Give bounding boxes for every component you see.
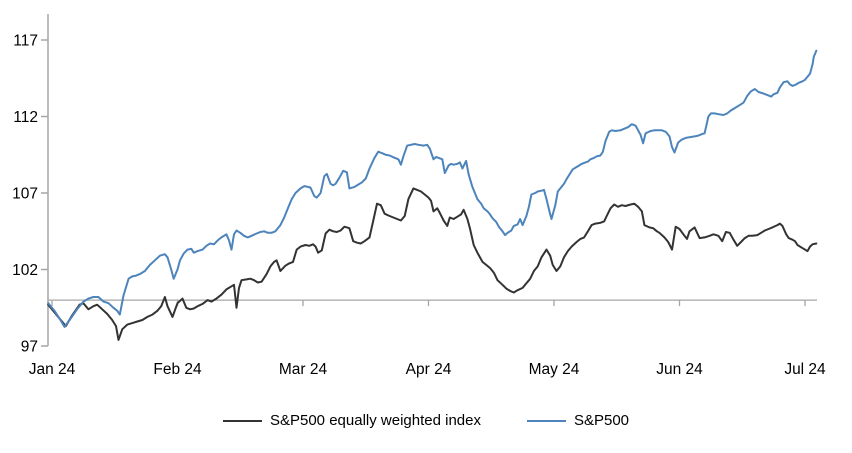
y-tick-label-117: 117 <box>13 33 38 50</box>
x-tick-label-may-24: May 24 <box>529 361 580 378</box>
x-tick-label-apr-24: Apr 24 <box>406 361 452 378</box>
x-tick-label-jun-24: Jun 24 <box>656 361 703 378</box>
series-line-sp500 <box>47 49 818 328</box>
legend: S&P500 equally weighted index S&P500 <box>0 412 852 429</box>
y-tick-label-112: 112 <box>13 109 38 126</box>
x-tick-label-jul-24: Jul 24 <box>784 361 826 378</box>
equal-weight-line-swatch <box>222 419 262 422</box>
legend-item-equal-weight: S&P500 equally weighted index <box>222 412 481 429</box>
y-tick-label-102: 102 <box>12 262 38 279</box>
y-tick-label-97: 97 <box>21 339 38 356</box>
series-line-equal-weight <box>47 187 818 341</box>
x-tick-label-jan-24: Jan 24 <box>29 361 76 378</box>
sp500-line-swatch <box>526 419 566 422</box>
legend-label-sp500: S&P500 <box>573 412 630 429</box>
y-tick-label-107: 107 <box>12 186 38 203</box>
x-tick-label-mar-24: Mar 24 <box>279 361 328 378</box>
x-tick-label-feb-24: Feb 24 <box>153 361 202 378</box>
legend-item-sp500: S&P500 <box>526 412 630 429</box>
legend-label-equal-weight: S&P500 equally weighted index <box>269 412 481 429</box>
